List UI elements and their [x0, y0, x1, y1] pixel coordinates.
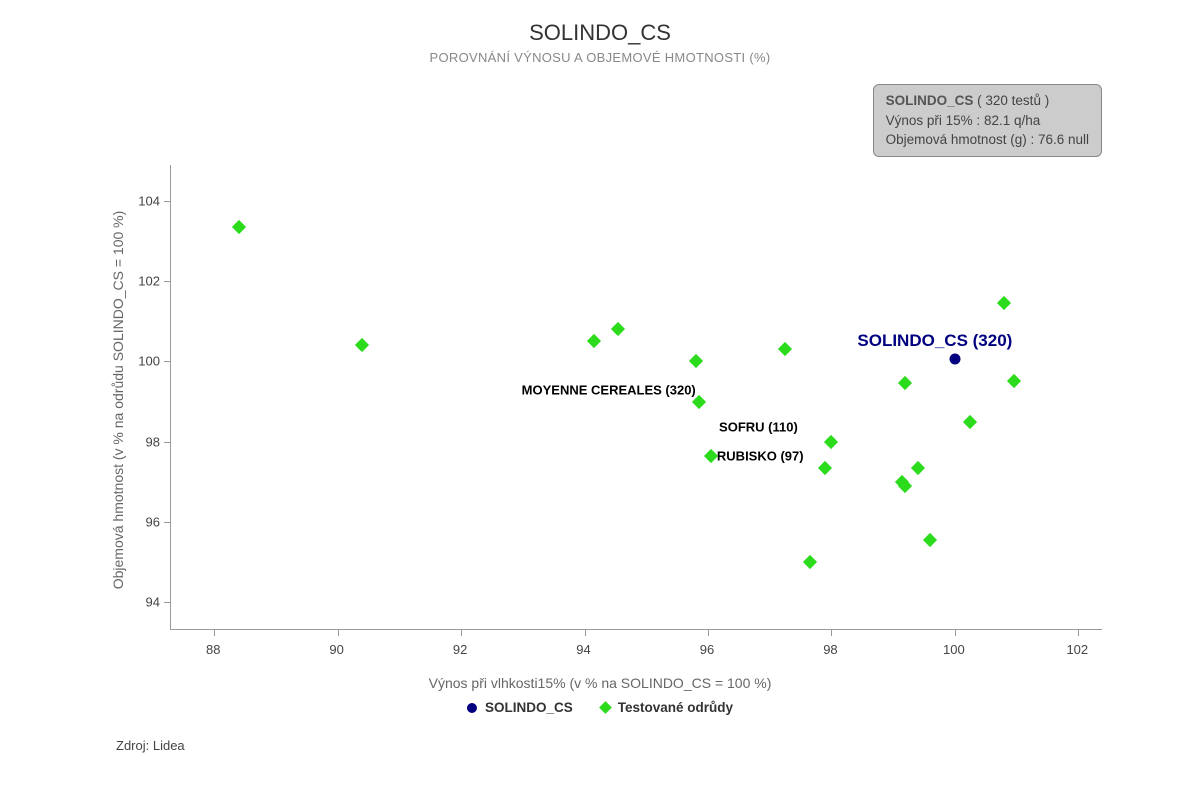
info-box-line2: Výnos při 15% : 82.1 q/ha: [886, 111, 1089, 131]
tested-point-label: SOFRU (110): [719, 419, 798, 434]
tested-point[interactable]: [232, 220, 246, 234]
tested-point[interactable]: [898, 376, 912, 390]
x-tick-label: 90: [329, 642, 343, 657]
main-point-label: SOLINDO_CS (320): [857, 331, 1012, 351]
y-tick-label: 94: [120, 594, 160, 609]
x-tick-mark: [831, 629, 832, 636]
tested-point[interactable]: [778, 342, 792, 356]
legend: SOLINDO_CS Testované odrůdy: [467, 700, 733, 715]
y-tick-label: 100: [120, 354, 160, 369]
info-box: SOLINDO_CS ( 320 testů ) Výnos při 15% :…: [873, 84, 1102, 157]
x-tick-mark: [585, 629, 586, 636]
x-tick-label: 98: [823, 642, 837, 657]
tested-point[interactable]: [824, 435, 838, 449]
legend-item[interactable]: Testované odrůdy: [601, 700, 733, 715]
y-tick-mark: [164, 281, 171, 282]
legend-label: SOLINDO_CS: [485, 700, 573, 715]
y-tick-mark: [164, 201, 171, 202]
y-axis-label: Objemová hmotnost (v % na odrůdu SOLINDO…: [110, 211, 126, 590]
tested-point[interactable]: [911, 461, 925, 475]
info-box-line3: Objemová hmotnost (g) : 76.6 null: [886, 130, 1089, 150]
x-tick-mark: [955, 629, 956, 636]
x-tick-label: 94: [576, 642, 590, 657]
tested-point[interactable]: [1006, 374, 1020, 388]
chart-subtitle: POROVNÁNÍ VÝNOSU A OBJEMOVÉ HMOTNOSTI (%…: [0, 50, 1200, 65]
legend-item[interactable]: SOLINDO_CS: [467, 700, 573, 715]
x-tick-mark: [461, 629, 462, 636]
x-tick-mark: [1078, 629, 1079, 636]
x-tick-mark: [708, 629, 709, 636]
y-tick-label: 96: [120, 514, 160, 529]
y-tick-mark: [164, 522, 171, 523]
y-tick-mark: [164, 602, 171, 603]
x-tick-mark: [214, 629, 215, 636]
info-box-line1: SOLINDO_CS ( 320 testů ): [886, 91, 1089, 111]
chart-container: SOLINDO_CS POROVNÁNÍ VÝNOSU A OBJEMOVÉ H…: [0, 0, 1200, 800]
x-tick-label: 100: [943, 642, 965, 657]
tested-point[interactable]: [818, 461, 832, 475]
tested-point[interactable]: [689, 354, 703, 368]
info-box-title: SOLINDO_CS: [886, 93, 974, 108]
main-point[interactable]: [949, 354, 960, 365]
x-tick-mark: [338, 629, 339, 636]
y-tick-mark: [164, 361, 171, 362]
x-tick-label: 96: [700, 642, 714, 657]
y-tick-label: 104: [120, 194, 160, 209]
plot-area: MOYENNE CEREALES (320) RUBISKO (97) SOFRU …: [170, 165, 1102, 630]
tested-point[interactable]: [963, 414, 977, 428]
y-tick-label: 102: [120, 274, 160, 289]
tested-point-label: MOYENNE CEREALES (320): [522, 382, 696, 397]
y-tick-mark: [164, 442, 171, 443]
x-tick-label: 102: [1066, 642, 1088, 657]
y-tick-label: 98: [120, 434, 160, 449]
tested-point[interactable]: [587, 334, 601, 348]
x-tick-label: 92: [453, 642, 467, 657]
tested-point-label: RUBISKO (97): [717, 448, 804, 463]
info-box-tests: ( 320 testů ): [973, 93, 1049, 108]
legend-label: Testované odrůdy: [618, 700, 733, 715]
tested-point[interactable]: [923, 533, 937, 547]
x-axis-label: Výnos při vlhkosti15% (v % na SOLINDO_CS…: [429, 675, 772, 691]
tested-point[interactable]: [355, 338, 369, 352]
tested-point[interactable]: [611, 322, 625, 336]
tested-point[interactable]: [997, 296, 1011, 310]
x-tick-label: 88: [206, 642, 220, 657]
tested-point[interactable]: [803, 555, 817, 569]
source-text: Zdroj: Lidea: [116, 738, 185, 753]
legend-circle-icon: [467, 703, 477, 713]
chart-title: SOLINDO_CS: [0, 20, 1200, 46]
legend-diamond-icon: [599, 701, 612, 714]
